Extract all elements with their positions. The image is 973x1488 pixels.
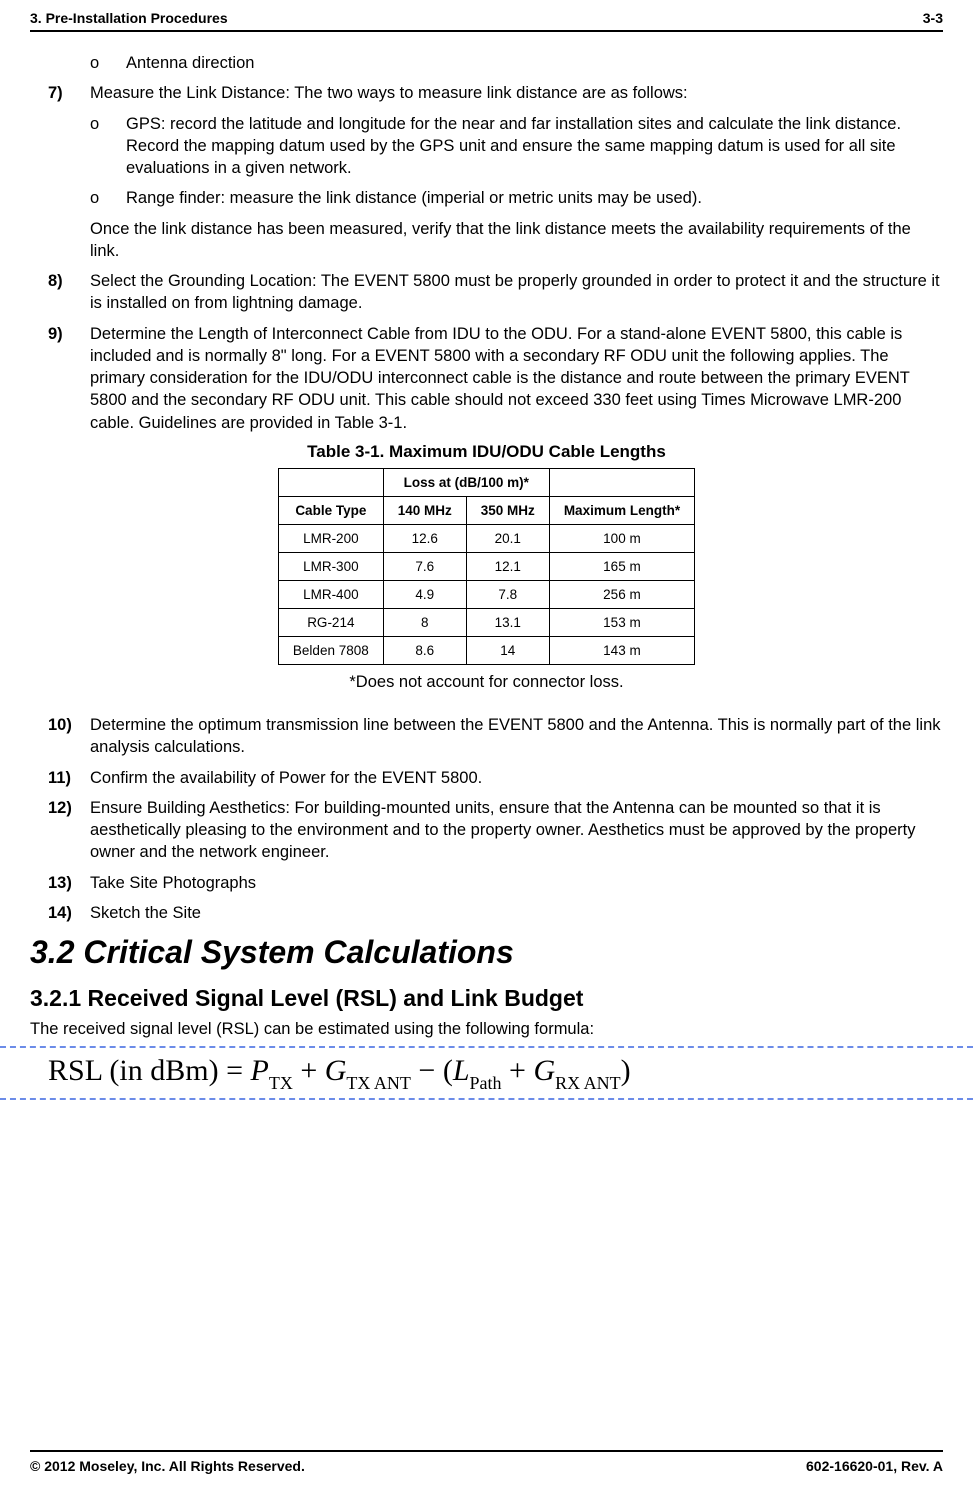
sub-item-gps: o GPS: record the latitude and longitude…: [90, 113, 943, 180]
table-header-row-2: Cable Type 140 MHz 350 MHz Maximum Lengt…: [278, 496, 694, 524]
item-number: 11): [48, 767, 90, 789]
sub-item-antenna: o Antenna direction: [90, 52, 943, 74]
item-11: 11) Confirm the availability of Power fo…: [48, 767, 943, 789]
cell-cable: LMR-300: [278, 552, 383, 580]
footer-rule: [30, 1450, 943, 1452]
footer-right: 602-16620-01, Rev. A: [806, 1458, 943, 1474]
formula-container: RSL (in dBm) = PTX + GTX ANT − (LPath + …: [0, 1046, 973, 1100]
subsection-heading-3-2-1: 3.2.1 Received Signal Level (RSL) and Li…: [30, 985, 943, 1012]
cell-cable: Belden 7808: [278, 636, 383, 664]
page-header: 3. Pre-Installation Procedures 3-3: [0, 0, 973, 30]
sub-item-rangefinder: o Range finder: measure the link distanc…: [90, 187, 943, 209]
cell-350: 13.1: [466, 608, 549, 636]
formula-ptx: P: [251, 1054, 269, 1087]
cell-max: 143 m: [549, 636, 694, 664]
item-number: 7): [48, 82, 90, 104]
table-header-blank: [278, 468, 383, 496]
cell-350: 7.8: [466, 580, 549, 608]
bullet-marker: o: [90, 187, 126, 209]
item-number: 12): [48, 797, 90, 864]
item-10: 10) Determine the optimum transmission l…: [48, 714, 943, 759]
item-text: Determine the optimum transmission line …: [90, 714, 943, 759]
cell-140: 8: [383, 608, 466, 636]
page-content: o Antenna direction 7) Measure the Link …: [0, 32, 973, 1100]
table-header-blank2: [549, 468, 694, 496]
col-140mhz: 140 MHz: [383, 496, 466, 524]
col-max-length: Maximum Length*: [549, 496, 694, 524]
item-number: 10): [48, 714, 90, 759]
col-350mhz: 350 MHz: [466, 496, 549, 524]
cell-140: 8.6: [383, 636, 466, 664]
sub-item-text: GPS: record the latitude and longitude f…: [126, 113, 943, 180]
rsl-intro-text: The received signal level (RSL) can be e…: [30, 1018, 943, 1040]
item-text: Ensure Building Aesthetics: For building…: [90, 797, 943, 864]
item-14: 14) Sketch the Site: [48, 902, 943, 924]
cell-140: 4.9: [383, 580, 466, 608]
cell-350: 12.1: [466, 552, 549, 580]
sub-item-text: Antenna direction: [126, 52, 254, 74]
formula-close: ): [621, 1054, 631, 1087]
formula-lhs: RSL (in dBm) =: [48, 1054, 251, 1087]
page-footer: © 2012 Moseley, Inc. All Rights Reserved…: [0, 1450, 973, 1474]
cell-max: 153 m: [549, 608, 694, 636]
item-text: Sketch the Site: [90, 902, 943, 924]
formula-lpath: L: [453, 1054, 470, 1087]
table-row: LMR-400 4.9 7.8 256 m: [278, 580, 694, 608]
formula-gtx-sub: TX ANT: [346, 1073, 411, 1093]
cell-350: 14: [466, 636, 549, 664]
header-right: 3-3: [923, 10, 943, 26]
sub-item-text: Range finder: measure the link distance …: [126, 187, 702, 209]
cell-140: 12.6: [383, 524, 466, 552]
cell-max: 256 m: [549, 580, 694, 608]
item-text: Determine the Length of Interconnect Cab…: [90, 323, 943, 434]
table-header-loss: Loss at (dB/100 m)*: [383, 468, 549, 496]
table-row: LMR-300 7.6 12.1 165 m: [278, 552, 694, 580]
cable-lengths-table: Loss at (dB/100 m)* Cable Type 140 MHz 3…: [278, 468, 695, 665]
item-12: 12) Ensure Building Aesthetics: For buil…: [48, 797, 943, 864]
item-7-continuation: Once the link distance has been measured…: [90, 218, 943, 263]
rsl-formula: RSL (in dBm) = PTX + GTX ANT − (LPath + …: [0, 1054, 973, 1092]
bullet-marker: o: [90, 113, 126, 180]
table-row: RG-214 8 13.1 153 m: [278, 608, 694, 636]
table-footnote: *Does not account for connector loss.: [30, 673, 943, 692]
item-7: 7) Measure the Link Distance: The two wa…: [48, 82, 943, 104]
formula-lpath-sub: Path: [470, 1073, 502, 1093]
table-caption: Table 3-1. Maximum IDU/ODU Cable Lengths: [30, 442, 943, 462]
formula-gtx: G: [325, 1054, 347, 1087]
section-heading-3-2: 3.2 Critical System Calculations: [30, 934, 943, 971]
item-number: 13): [48, 872, 90, 894]
item-number: 14): [48, 902, 90, 924]
header-left: 3. Pre-Installation Procedures: [30, 10, 228, 26]
footer-left: © 2012 Moseley, Inc. All Rights Reserved…: [30, 1458, 305, 1474]
item-number: 8): [48, 270, 90, 315]
item-text: Take Site Photographs: [90, 872, 943, 894]
item-9: 9) Determine the Length of Interconnect …: [48, 323, 943, 434]
cell-max: 165 m: [549, 552, 694, 580]
cell-cable: LMR-400: [278, 580, 383, 608]
table-row: Belden 7808 8.6 14 143 m: [278, 636, 694, 664]
formula-grx: G: [533, 1054, 555, 1087]
formula-plus2: +: [502, 1054, 534, 1087]
cell-cable: RG-214: [278, 608, 383, 636]
cell-cable: LMR-200: [278, 524, 383, 552]
item-8: 8) Select the Grounding Location: The EV…: [48, 270, 943, 315]
cell-350: 20.1: [466, 524, 549, 552]
item-text: Measure the Link Distance: The two ways …: [90, 82, 943, 104]
item-13: 13) Take Site Photographs: [48, 872, 943, 894]
formula-grx-sub: RX ANT: [555, 1073, 621, 1093]
item-text: Confirm the availability of Power for th…: [90, 767, 943, 789]
formula-ptx-sub: TX: [269, 1073, 293, 1093]
item-text: Select the Grounding Location: The EVENT…: [90, 270, 943, 315]
bullet-marker: o: [90, 52, 126, 74]
formula-plus: +: [293, 1054, 325, 1087]
formula-minus: − (: [411, 1054, 453, 1087]
table-row: LMR-200 12.6 20.1 100 m: [278, 524, 694, 552]
cell-140: 7.6: [383, 552, 466, 580]
cell-max: 100 m: [549, 524, 694, 552]
item-number: 9): [48, 323, 90, 434]
col-cable-type: Cable Type: [278, 496, 383, 524]
table-header-row-1: Loss at (dB/100 m)*: [278, 468, 694, 496]
